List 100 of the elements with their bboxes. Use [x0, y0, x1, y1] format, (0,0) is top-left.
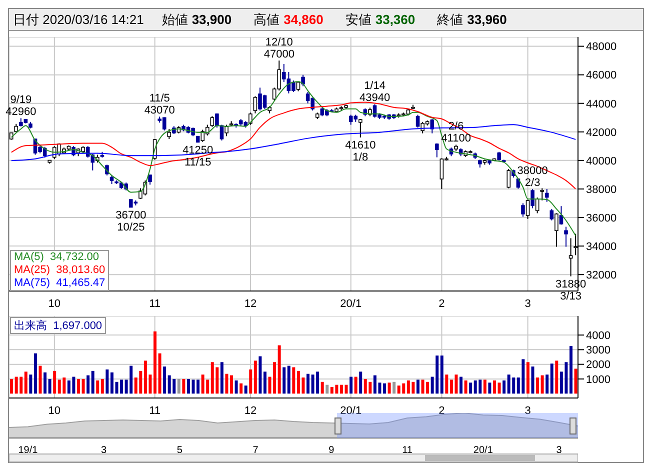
bar: [182, 378, 186, 394]
bar: [354, 376, 358, 394]
bar: [44, 372, 47, 394]
text: MA(5) 34,732.00: [14, 251, 100, 264]
text: MA(75) 41,465.47: [14, 277, 106, 290]
x-tick-label: 20/1: [340, 298, 362, 310]
bar: [502, 380, 506, 394]
candlestick: [526, 199, 530, 220]
annotation: 1/14: [364, 80, 386, 92]
bar: [163, 366, 166, 394]
candlestick: [559, 206, 564, 226]
x-tick-label: 10: [48, 298, 61, 310]
annotation: 41610: [345, 139, 376, 152]
text: MA(25) 38,013.60: [14, 264, 106, 277]
candlestick: [301, 74, 305, 87]
bar: [225, 374, 228, 394]
candlestick: [148, 174, 152, 186]
bar: [29, 374, 32, 394]
annotation: 47000: [264, 48, 294, 61]
bar: [177, 378, 180, 394]
bar: [10, 378, 14, 394]
bar: [550, 364, 554, 394]
bar: [340, 384, 343, 394]
bar: [53, 370, 56, 394]
x-tick-label: 12: [244, 404, 257, 417]
bar: [34, 353, 37, 394]
bar: [469, 382, 472, 394]
bar: [546, 374, 549, 394]
x-tick-label: 19/1: [18, 445, 38, 456]
x-tick-label: 11: [402, 445, 413, 456]
bar: [100, 378, 104, 394]
bar: [76, 378, 80, 394]
bar: [234, 380, 238, 394]
x-tick-label: 3: [524, 404, 531, 417]
candlestick: [210, 116, 214, 128]
x-tick-label: 20/1: [473, 445, 494, 456]
bar: [158, 353, 162, 394]
bar: [24, 372, 28, 394]
bar: [416, 380, 420, 394]
x-tick-label: 11: [149, 404, 161, 417]
bar: [240, 383, 243, 394]
bar: [483, 380, 486, 394]
bar: [230, 375, 233, 394]
text: 終値: [437, 12, 464, 27]
x-tick-label: 3: [101, 445, 108, 456]
bar: [460, 376, 463, 394]
candlestick: [430, 118, 434, 134]
x-tick-label: 5: [176, 445, 183, 456]
annotation: 42960: [6, 106, 36, 118]
bar: [120, 380, 124, 394]
annotation: 43940: [359, 92, 390, 104]
annotation: 1/8: [352, 151, 368, 164]
annotation: 11/15: [184, 156, 212, 169]
y-tick-label: 42000: [586, 126, 617, 139]
bar: [287, 366, 290, 394]
bar: [249, 369, 252, 394]
bar: [91, 370, 94, 394]
annotation: 38000: [517, 164, 548, 177]
candlestick: [248, 112, 252, 126]
y-tick-label: 2000: [586, 359, 610, 372]
x-tick-label: 7: [252, 445, 259, 456]
bar: [292, 367, 296, 394]
candlestick: [540, 188, 544, 201]
x-tick-label: 12: [244, 298, 257, 310]
bar: [38, 366, 42, 394]
candlestick: [416, 114, 420, 128]
candlestick: [544, 188, 549, 202]
candlestick: [550, 208, 554, 221]
bar: [82, 378, 85, 394]
bar: [320, 382, 324, 394]
annotation: 12/10: [265, 36, 293, 49]
y-tick-label: 44000: [586, 98, 617, 110]
bar: [531, 366, 534, 394]
bar: [153, 331, 156, 394]
text: 34,860: [284, 12, 324, 27]
text: 33,900: [192, 12, 232, 27]
candlestick: [564, 226, 568, 248]
bar: [350, 376, 353, 394]
x-tick-label: 3: [524, 298, 531, 310]
bar: [258, 356, 262, 394]
bar: [196, 380, 200, 394]
bar: [220, 362, 224, 394]
bar: [278, 345, 281, 394]
annotation: 3/13: [560, 290, 582, 302]
bar: [392, 382, 396, 394]
y-tick-label: 40000: [586, 155, 617, 168]
x-tick-label: 20/1: [340, 404, 362, 417]
annotation: 2/3: [524, 176, 540, 189]
bar: [326, 384, 329, 394]
bar: [498, 382, 501, 394]
x-tick-label: 9: [328, 445, 335, 456]
bar: [359, 372, 362, 394]
text: 33,360: [375, 12, 416, 27]
y-tick-label: 34000: [586, 240, 617, 253]
bar: [540, 375, 544, 394]
chart-title: 日付 2020/03/16 14:21: [13, 12, 144, 27]
bar: [306, 374, 310, 394]
bar: [48, 378, 52, 394]
y-tick-label: 48000: [586, 41, 617, 54]
bar: [569, 346, 572, 394]
